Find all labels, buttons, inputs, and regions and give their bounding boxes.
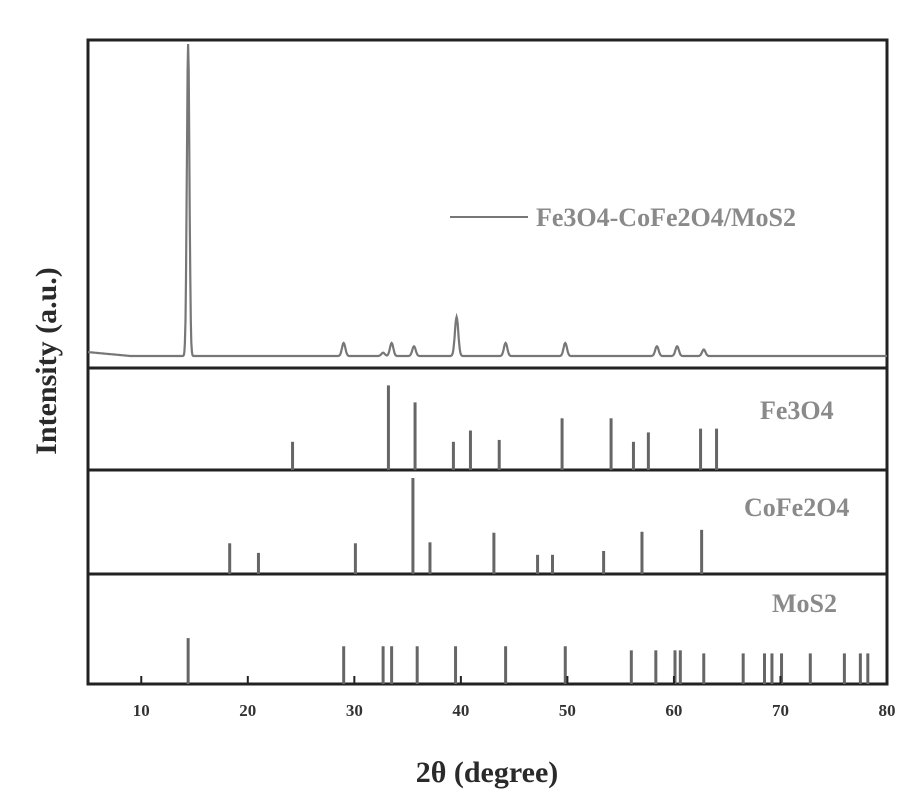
x-tick-label: 70: [772, 701, 789, 720]
x-axis-title: 2θ (degree): [416, 756, 559, 789]
x-axis-ticks: [140, 676, 888, 684]
x-tick-label: 80: [879, 701, 896, 720]
panel-label-mos2: MoS2: [772, 589, 837, 618]
legend: Fe3O4-CoFe2O4/MoS2: [450, 203, 796, 232]
series-line-fe3o4-cofe2o4-mos2: [88, 43, 887, 358]
plot-frame: [86, 38, 889, 686]
panel-label-fe3o4: Fe3O4: [760, 396, 834, 425]
x-tick-label: 30: [346, 701, 363, 720]
x-tick-label: 50: [559, 701, 576, 720]
x-tick-label: 40: [452, 701, 469, 720]
legend-label: Fe3O4-CoFe2O4/MoS2: [536, 203, 796, 232]
y-axis-title: Intensity (a.u.): [30, 267, 63, 455]
x-axis-tick-labels: 10 20 30 40 50 60 70 80: [133, 701, 896, 720]
x-tick-label: 60: [665, 701, 682, 720]
x-tick-label: 10: [133, 701, 150, 720]
panel-frames: [86, 38, 889, 686]
panel-label-cofe2o4: CoFe2O4: [744, 493, 849, 522]
x-tick-label: 20: [239, 701, 256, 720]
series-layer: [88, 43, 887, 684]
